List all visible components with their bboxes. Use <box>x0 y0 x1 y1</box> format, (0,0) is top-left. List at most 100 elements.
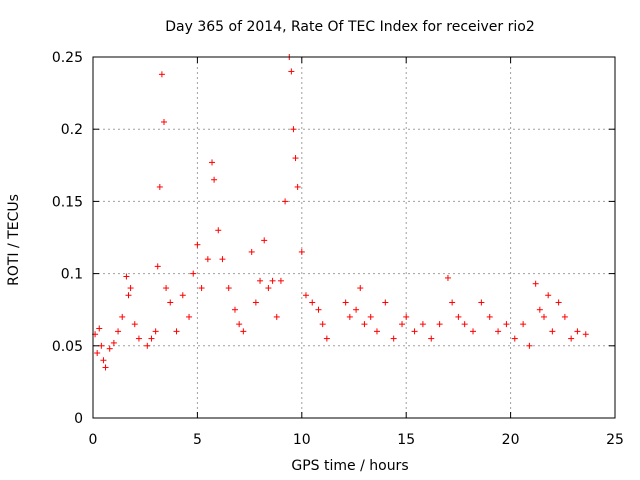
data-point <box>265 285 272 292</box>
data-point <box>545 292 552 299</box>
data-point <box>419 321 426 328</box>
y-tick-labels: 0 0.05 0.1 0.15 0.2 0.25 <box>52 50 83 427</box>
data-point <box>309 299 316 306</box>
data-point <box>382 299 389 306</box>
data-point <box>236 321 243 328</box>
data-point <box>555 299 562 306</box>
y-tick-label: 0.1 <box>61 267 83 283</box>
data-point <box>94 350 101 357</box>
data-point <box>532 280 539 287</box>
data-point <box>154 263 161 270</box>
data-point <box>302 292 309 299</box>
data-point <box>294 183 301 190</box>
data-point <box>455 313 462 320</box>
data-point <box>574 328 581 335</box>
data-point <box>503 321 510 328</box>
data-point <box>428 335 435 342</box>
data-points <box>92 54 589 371</box>
data-point <box>273 313 280 320</box>
x-tick-label: 0 <box>89 432 98 448</box>
data-point <box>582 331 589 338</box>
x-tick-label: 5 <box>193 432 202 448</box>
data-point <box>123 273 130 280</box>
x-tick-label: 20 <box>502 432 520 448</box>
data-point <box>98 342 105 349</box>
data-point <box>549 328 556 335</box>
data-point <box>100 357 107 364</box>
data-point <box>110 339 117 346</box>
data-point <box>288 68 295 75</box>
data-point <box>163 285 170 292</box>
y-tick-label: 0.05 <box>52 339 83 355</box>
y-axis-title: ROTI / TECUs <box>6 194 22 286</box>
data-point <box>252 299 259 306</box>
data-point <box>225 285 232 292</box>
data-point <box>357 285 364 292</box>
data-point <box>215 227 222 234</box>
data-point <box>277 277 284 284</box>
data-point <box>186 313 193 320</box>
y-tick-label: 0.2 <box>61 122 83 138</box>
data-point <box>125 292 132 299</box>
y-tick-label: 0.25 <box>52 50 83 66</box>
data-point <box>536 306 543 313</box>
data-point <box>511 335 518 342</box>
x-tick-label: 25 <box>606 432 624 448</box>
data-point <box>373 328 380 335</box>
data-point <box>541 313 548 320</box>
data-point <box>269 277 276 284</box>
data-point <box>209 159 216 166</box>
data-point <box>323 335 330 342</box>
data-point <box>127 285 134 292</box>
data-point <box>461 321 468 328</box>
data-point <box>261 237 268 244</box>
data-point <box>248 248 255 255</box>
data-point <box>478 299 485 306</box>
plot-area-frame <box>92 56 616 419</box>
data-point <box>390 335 397 342</box>
data-point <box>526 342 533 349</box>
data-point <box>470 328 477 335</box>
data-point <box>361 321 368 328</box>
data-point <box>403 313 410 320</box>
data-point <box>152 328 159 335</box>
data-point <box>367 313 374 320</box>
data-point <box>173 328 180 335</box>
data-point <box>219 256 226 263</box>
data-point <box>319 321 326 328</box>
x-axis-title: GPS time / hours <box>291 458 408 474</box>
x-tick-label: 15 <box>397 432 415 448</box>
data-point <box>144 342 151 349</box>
data-point <box>194 241 201 248</box>
data-point <box>520 321 527 328</box>
data-point <box>198 285 205 292</box>
y-tick-label: 0.15 <box>52 194 83 210</box>
data-point <box>411 328 418 335</box>
data-point <box>179 292 186 299</box>
data-point <box>292 155 299 162</box>
data-point <box>156 183 163 190</box>
data-point <box>158 71 165 78</box>
data-point <box>257 277 264 284</box>
data-point <box>342 299 349 306</box>
data-point <box>298 248 305 255</box>
data-point <box>290 126 297 133</box>
data-point <box>106 345 113 352</box>
data-point <box>240 328 247 335</box>
data-point <box>495 328 502 335</box>
data-point <box>119 313 126 320</box>
data-point <box>315 306 322 313</box>
chart-title: Day 365 of 2014, Rate Of TEC Index for r… <box>165 19 535 35</box>
data-point <box>346 313 353 320</box>
axis-ticks <box>92 56 616 419</box>
data-point <box>353 306 360 313</box>
data-point <box>436 321 443 328</box>
data-point <box>131 321 138 328</box>
y-tick-label: 0 <box>74 411 83 427</box>
x-tick-label: 10 <box>293 432 311 448</box>
data-point <box>211 176 218 183</box>
data-point <box>399 321 406 328</box>
data-point <box>449 299 456 306</box>
grid-lines <box>93 57 615 418</box>
